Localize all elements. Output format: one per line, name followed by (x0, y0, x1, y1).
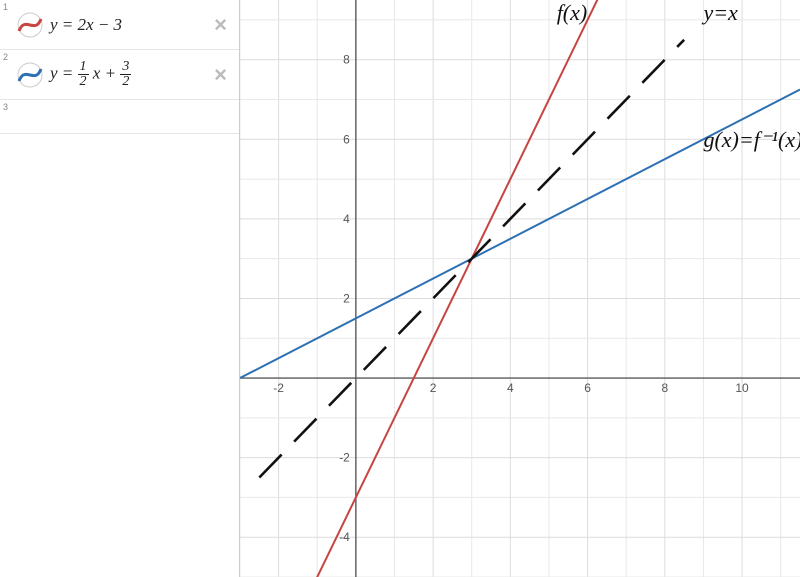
svg-text:2: 2 (343, 291, 350, 305)
expression-index: 1 (3, 2, 8, 12)
color-icon[interactable] (16, 61, 44, 89)
svg-text:4: 4 (343, 212, 350, 226)
expression-row-empty[interactable]: 3 (0, 100, 239, 134)
color-icon[interactable] (16, 11, 44, 39)
annotation: y=x (701, 0, 738, 25)
close-icon[interactable]: × (206, 62, 235, 88)
svg-text:8: 8 (343, 53, 350, 67)
expression-panel: 1 y = 2x − 3 × 2 y = 12 x + 32 × 3 (0, 0, 240, 577)
svg-text:-4: -4 (339, 530, 350, 544)
svg-text:2: 2 (430, 381, 437, 395)
expression-text[interactable]: y = 12 x + 32 (50, 60, 206, 89)
expression-row[interactable]: 1 y = 2x − 3 × (0, 0, 239, 50)
annotation: g(x)=f⁻¹(x) (703, 127, 800, 152)
svg-text:4: 4 (507, 381, 514, 395)
annotation: f(x) (557, 0, 588, 25)
svg-text:6: 6 (343, 132, 350, 146)
expression-row[interactable]: 2 y = 12 x + 32 × (0, 50, 239, 100)
graph-area[interactable]: -2 2 4 6 8 10 -4 -2 2 4 6 8 f(x) y=x g(x)=f⁻¹(x) (240, 0, 800, 577)
svg-text:-2: -2 (339, 451, 350, 465)
svg-text:-2: -2 (273, 381, 284, 395)
svg-text:10: 10 (735, 381, 749, 395)
close-icon[interactable]: × (206, 12, 235, 38)
expression-text[interactable]: y = 2x − 3 (50, 15, 206, 35)
svg-text:8: 8 (661, 381, 668, 395)
expression-index: 3 (3, 102, 8, 112)
expression-index: 2 (3, 52, 8, 62)
line-f (240, 0, 800, 577)
graph-canvas[interactable]: -2 2 4 6 8 10 -4 -2 2 4 6 8 f(x) y=x g(x)=f⁻¹(x) (240, 0, 800, 577)
svg-text:6: 6 (584, 381, 591, 395)
